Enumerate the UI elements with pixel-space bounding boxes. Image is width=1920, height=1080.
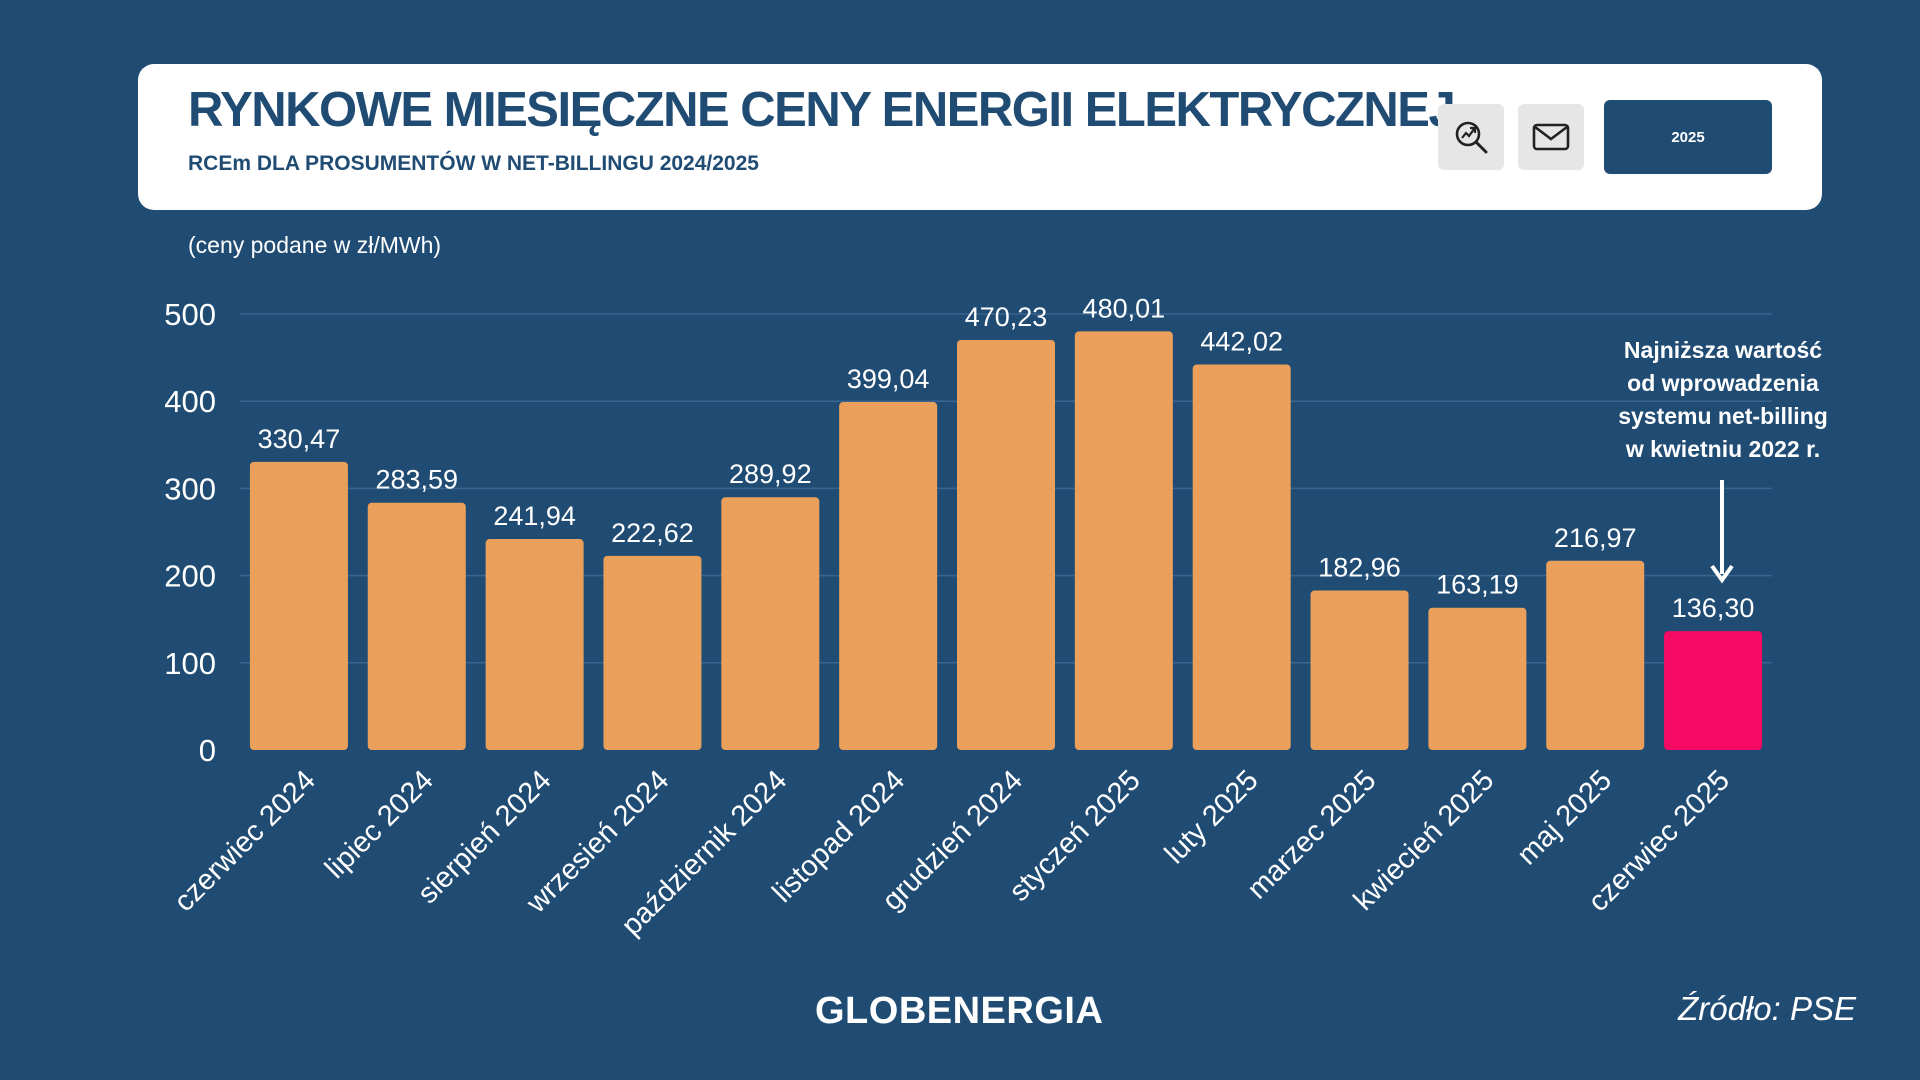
bar <box>1310 590 1409 750</box>
bar-value-label: 442,02 <box>1200 327 1283 357</box>
page-subtitle: RCEm DLA PROSUMENTÓW W NET-BILLINGU 2024… <box>188 152 759 175</box>
lowest-value-annotation: Najniższa wartość od wprowadzenia system… <box>1588 334 1858 466</box>
y-tick-label: 400 <box>164 384 216 419</box>
bar <box>1074 331 1173 750</box>
x-tick-label: maj 2025 <box>1511 764 1618 871</box>
bars <box>249 331 1763 750</box>
x-tick-label: czerwiec 2024 <box>168 764 322 918</box>
annotation-line: od wprowadzenia <box>1627 370 1819 396</box>
bar <box>367 502 466 750</box>
bar-value-label: 222,62 <box>611 518 694 548</box>
x-tick-label: luty 2025 <box>1159 764 1265 870</box>
bar-value-label: 399,04 <box>847 364 930 394</box>
y-tick-label: 300 <box>164 471 216 506</box>
bar <box>1546 560 1645 750</box>
mail-icon <box>1532 123 1570 151</box>
bar <box>485 539 584 750</box>
bar-value-label: 283,59 <box>375 465 458 495</box>
bar <box>957 339 1055 750</box>
globenergia-logo: GLOBENERGIA <box>815 990 1104 1032</box>
y-tick-label: 100 <box>164 646 216 681</box>
value-labels: 330,47 283,59 241,94 222,62 289,92 399,04 470,… <box>258 293 1755 623</box>
page-title: RYNKOWE MIESIĘCZNE CENY ENERGII ELEKTRYC… <box>188 83 1456 137</box>
bar <box>249 461 348 750</box>
unit-note: (ceny podane w zł/MWh) <box>188 232 442 258</box>
bar <box>721 497 820 750</box>
bar-value-label: 330,47 <box>258 424 341 454</box>
bar-value-label: 480,01 <box>1083 293 1166 323</box>
source-note: Źródło: PSE <box>1678 990 1856 1027</box>
annotation-arrow <box>1710 480 1734 584</box>
search-trend-icon <box>1455 121 1488 154</box>
y-axis-ticks: 0 100 200 300 400 500 <box>164 297 216 768</box>
annotation-line: systemu net-billing <box>1618 403 1828 429</box>
y-tick-label: 200 <box>164 559 216 594</box>
y-tick-label: 0 <box>199 733 216 768</box>
bar-value-label: 182,96 <box>1318 552 1401 582</box>
header-card: RYNKOWE MIESIĘCZNE CENY ENERGII ELEKTRYC… <box>138 64 1822 210</box>
bar <box>1664 631 1763 750</box>
bar-value-label: 216,97 <box>1554 523 1637 553</box>
annotation-line: w kwietniu 2022 r. <box>1625 436 1821 462</box>
y-tick-label: 500 <box>164 297 216 332</box>
bar-value-label: 241,94 <box>493 501 576 531</box>
search-trend-button[interactable] <box>1438 104 1504 170</box>
bar <box>839 402 938 750</box>
bar-value-label: 136,30 <box>1672 593 1755 623</box>
bar-value-label: 289,92 <box>729 459 812 489</box>
bar-value-label: 163,19 <box>1436 570 1519 600</box>
mail-button[interactable] <box>1518 104 1584 170</box>
x-tick-label: lipiec 2024 <box>319 764 440 885</box>
bar <box>1428 607 1527 750</box>
bar <box>1192 364 1291 750</box>
bar-value-label: 470,23 <box>965 302 1048 332</box>
year-button[interactable]: 2025 <box>1604 100 1772 174</box>
annotation-line: Najniższa wartość <box>1623 337 1823 363</box>
bar <box>603 555 702 750</box>
